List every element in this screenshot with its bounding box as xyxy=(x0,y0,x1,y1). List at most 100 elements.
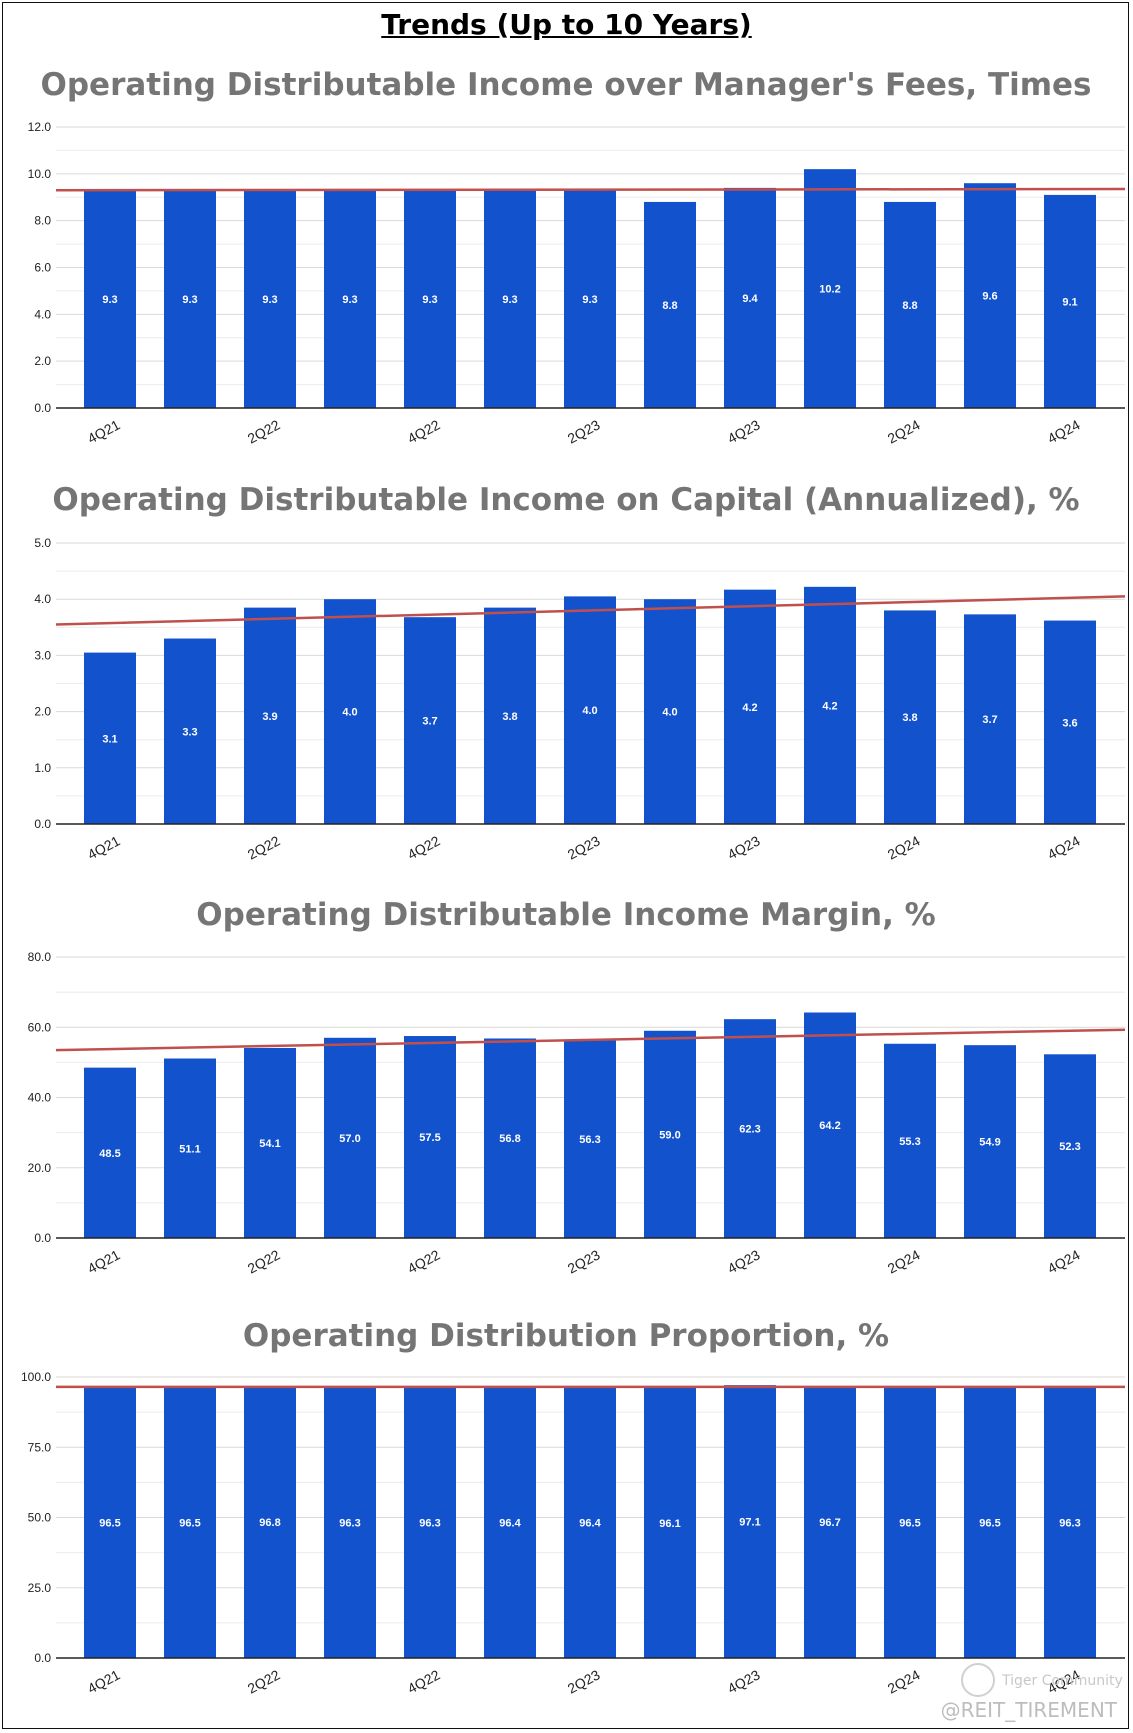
y-tick-label: 0.0 xyxy=(34,401,51,415)
x-tick-label: 4Q22 xyxy=(405,1246,443,1276)
data-label: 9.3 xyxy=(182,294,197,306)
y-tick-label: 4.0 xyxy=(34,307,51,321)
x-tick-label: 4Q23 xyxy=(725,416,763,446)
data-label: 9.6 xyxy=(982,291,997,303)
bar xyxy=(324,1387,376,1658)
bar xyxy=(1044,620,1096,824)
bar xyxy=(164,1058,216,1238)
bar xyxy=(644,1030,696,1238)
bar xyxy=(164,638,216,824)
data-label: 64.2 xyxy=(819,1120,840,1132)
bar xyxy=(644,201,696,408)
data-label: 96.3 xyxy=(1059,1518,1080,1530)
bar xyxy=(884,1386,936,1658)
data-label: 8.8 xyxy=(662,300,677,312)
bar xyxy=(964,1045,1016,1238)
x-tick-label: 2Q24 xyxy=(885,1666,923,1696)
data-label: 9.3 xyxy=(342,294,357,306)
data-label: 9.1 xyxy=(1062,296,1077,308)
bar xyxy=(84,1067,136,1238)
x-tick-label: 2Q24 xyxy=(885,832,923,862)
data-label: 96.4 xyxy=(499,1518,521,1530)
data-label: 3.8 xyxy=(502,711,517,723)
page-title: Trends (Up to 10 Years) xyxy=(381,8,752,41)
x-tick-label: 2Q22 xyxy=(245,1246,283,1276)
bar xyxy=(244,1385,296,1658)
x-tick-label: 4Q23 xyxy=(725,832,763,862)
bar xyxy=(884,201,936,408)
data-label: 4.0 xyxy=(342,707,357,719)
bar xyxy=(404,617,456,824)
data-label: 3.6 xyxy=(1062,717,1077,729)
bar xyxy=(484,607,536,824)
data-label: 97.1 xyxy=(739,1517,760,1529)
x-tick-label: 4Q21 xyxy=(85,416,123,446)
data-label: 96.5 xyxy=(99,1517,120,1529)
y-tick-label: 0.0 xyxy=(34,1231,51,1245)
data-label: 3.8 xyxy=(902,712,917,724)
y-tick-label: 0.0 xyxy=(34,817,51,831)
bar xyxy=(804,1012,856,1238)
bar xyxy=(244,190,296,408)
data-label: 9.4 xyxy=(742,293,758,305)
bar xyxy=(1044,1054,1096,1238)
bar xyxy=(964,1386,1016,1658)
y-tick-label: 1.0 xyxy=(34,761,51,775)
bar xyxy=(164,1386,216,1658)
y-tick-label: 75.0 xyxy=(28,1440,52,1454)
data-label: 3.3 xyxy=(182,726,197,738)
x-tick-label: 2Q23 xyxy=(565,832,603,862)
x-tick-label: 2Q22 xyxy=(245,416,283,446)
bar xyxy=(564,1040,616,1238)
y-tick-label: 3.0 xyxy=(34,648,51,662)
y-tick-label: 2.0 xyxy=(34,354,51,368)
bar xyxy=(564,596,616,824)
data-label: 4.0 xyxy=(582,705,597,717)
y-tick-label: 4.0 xyxy=(34,592,51,606)
data-label: 9.3 xyxy=(262,294,277,306)
y-tick-label: 50.0 xyxy=(28,1511,52,1525)
y-tick-label: 25.0 xyxy=(28,1581,52,1595)
bar xyxy=(804,169,856,408)
data-label: 96.1 xyxy=(659,1518,680,1530)
bar xyxy=(84,1386,136,1658)
x-tick-label: 2Q24 xyxy=(885,1246,923,1276)
data-label: 9.3 xyxy=(502,294,517,306)
data-label: 57.0 xyxy=(339,1133,360,1145)
data-label: 96.4 xyxy=(579,1518,601,1530)
y-tick-label: 8.0 xyxy=(34,214,51,228)
bar xyxy=(724,589,776,824)
bar xyxy=(484,1038,536,1238)
data-label: 4.0 xyxy=(662,707,677,719)
data-label: 9.3 xyxy=(422,294,437,306)
bar xyxy=(404,1387,456,1658)
data-label: 96.5 xyxy=(179,1517,200,1529)
x-tick-label: 4Q21 xyxy=(85,832,123,862)
x-tick-label: 2Q22 xyxy=(245,1666,283,1696)
data-label: 3.7 xyxy=(422,716,437,728)
bar xyxy=(724,1385,776,1658)
trendline xyxy=(55,1028,1126,1052)
x-tick-label: 2Q23 xyxy=(565,1246,603,1276)
y-tick-label: 60.0 xyxy=(28,1020,52,1034)
x-tick-label: 4Q21 xyxy=(85,1246,123,1276)
bar xyxy=(324,1037,376,1238)
bar xyxy=(324,599,376,824)
y-tick-label: 0.0 xyxy=(34,1651,51,1665)
bar xyxy=(564,190,616,408)
y-tick-label: 80.0 xyxy=(28,950,52,964)
data-label: 4.2 xyxy=(822,700,837,712)
data-label: 3.7 xyxy=(982,714,997,726)
y-tick-label: 100.0 xyxy=(21,1370,51,1384)
data-label: 62.3 xyxy=(739,1124,760,1136)
data-label: 52.3 xyxy=(1059,1141,1080,1153)
data-label: 96.5 xyxy=(899,1517,920,1529)
data-label: 56.3 xyxy=(579,1134,600,1146)
watermark-handle: @REIT_TIREMENT xyxy=(941,1698,1118,1722)
bar xyxy=(644,599,696,824)
tiger-logo-icon xyxy=(961,1663,995,1697)
data-label: 54.1 xyxy=(259,1138,280,1150)
x-tick-label: 4Q23 xyxy=(725,1666,763,1696)
y-tick-label: 5.0 xyxy=(34,536,51,550)
bar xyxy=(884,610,936,824)
